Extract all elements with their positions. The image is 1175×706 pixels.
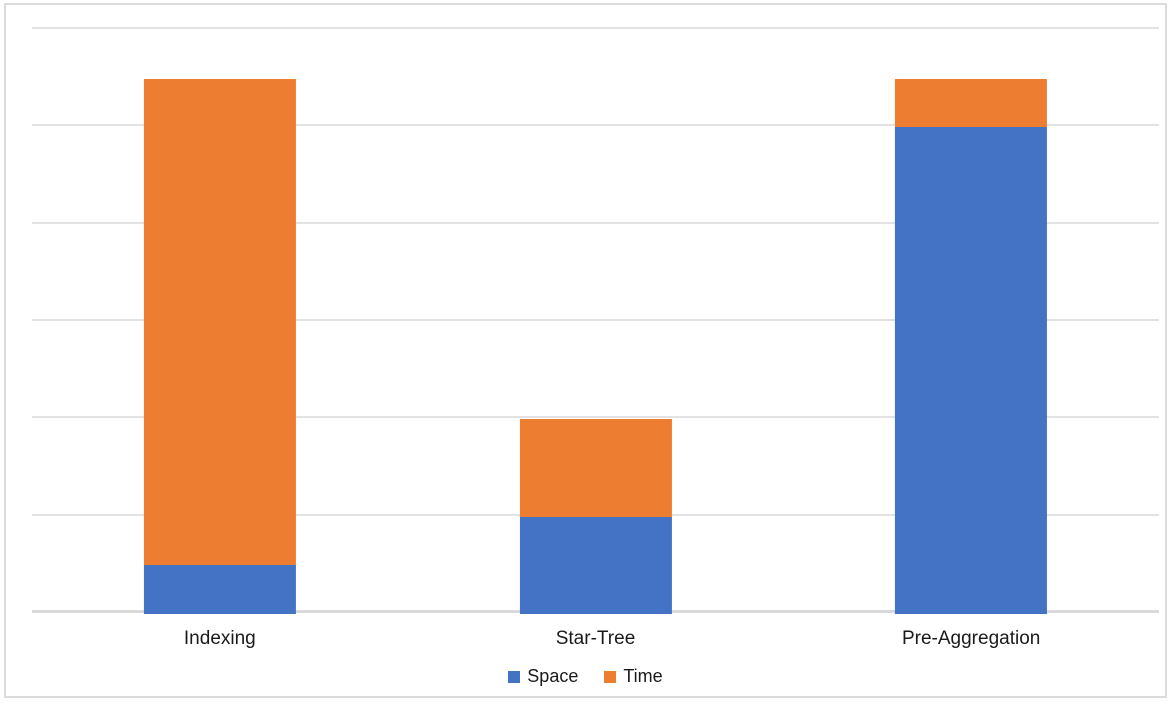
x-axis-labels: Indexing Star-Tree Pre-Aggregation <box>32 614 1159 654</box>
legend-item-time: Time <box>604 666 663 687</box>
gridline <box>32 221 1159 224</box>
legend-item-space: Space <box>508 666 578 687</box>
chart-frame: Indexing Star-Tree Pre-Aggregation Space Ti… <box>4 3 1167 698</box>
gridline <box>32 319 1159 321</box>
bar-segment-space <box>519 516 672 614</box>
bar-segment-space <box>143 565 296 614</box>
bar-stack-pre-aggregation <box>895 78 1048 614</box>
bar-stack-star-tree <box>519 419 672 614</box>
category-label: Pre-Aggregation <box>901 628 1041 649</box>
category-label: Star-Tree <box>555 628 636 649</box>
bar-stack-indexing <box>143 78 296 614</box>
gridline <box>32 124 1159 127</box>
gridline <box>32 416 1159 419</box>
category-label: Indexing <box>183 628 256 649</box>
legend-label: Time <box>623 666 663 686</box>
legend-swatch-icon <box>508 670 521 683</box>
bar-segment-time <box>143 78 296 566</box>
bar-segment-time <box>895 78 1048 128</box>
gridline <box>32 27 1159 29</box>
bar-segment-time <box>519 419 672 517</box>
legend-label: Space <box>527 666 579 686</box>
legend-swatch-icon <box>604 670 617 683</box>
legend: Space Time <box>6 666 1165 687</box>
bar-segment-space <box>895 127 1048 614</box>
plot-area <box>32 27 1159 614</box>
